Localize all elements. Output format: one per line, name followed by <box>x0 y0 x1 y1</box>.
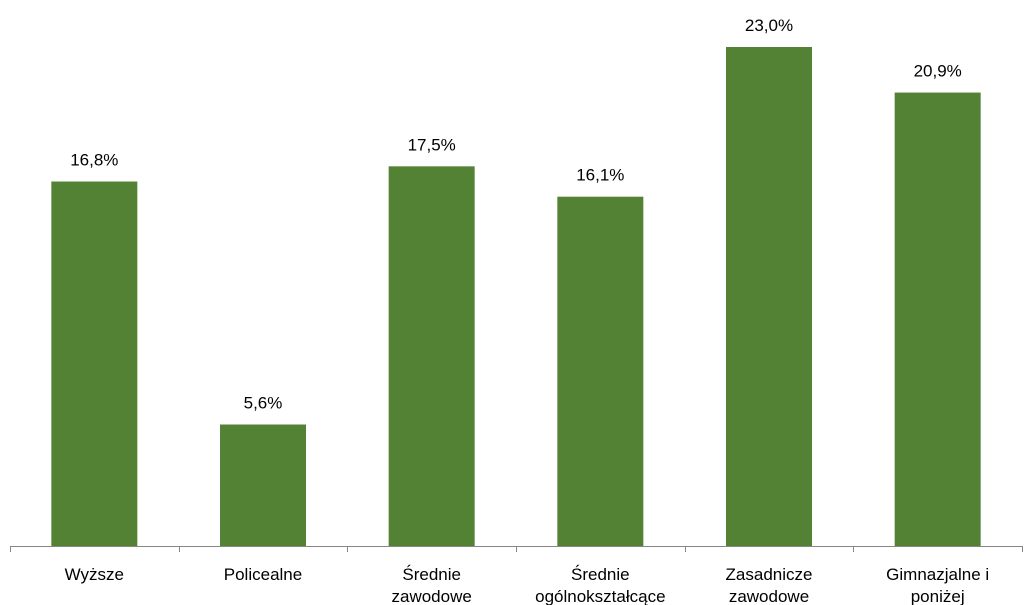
bar-value-label: 17,5% <box>408 135 456 154</box>
bars-layer <box>51 47 981 546</box>
category-label-line: Gimnazjalne i <box>886 565 989 584</box>
category-label-line: Średnie <box>571 565 630 584</box>
category-label: Gimnazjalne i poniżej <box>886 565 989 605</box>
category-labels-layer: Wyższe Policealne Średnie zawodowe Średnie og… <box>65 565 990 605</box>
category-label-line: Zasadnicze <box>726 565 813 584</box>
category-label: Zasadnicze zawodowe <box>726 565 813 605</box>
category-label-line: ogólnokształcące <box>535 587 665 605</box>
bar <box>726 47 812 546</box>
category-label: Wyższe <box>65 565 124 584</box>
bar-value-label: 20,9% <box>914 62 962 81</box>
category-label-line: poniżej <box>911 587 965 605</box>
bar <box>220 424 306 546</box>
category-label-line: Wyższe <box>65 565 124 584</box>
category-label-line: Policealne <box>224 565 302 584</box>
bar <box>557 196 644 546</box>
bar-value-label: 5,6% <box>244 394 283 413</box>
category-label-line: zawodowe <box>729 587 809 605</box>
x-axis <box>10 546 1023 552</box>
bar <box>388 166 475 546</box>
category-label-line: zawodowe <box>392 587 472 605</box>
category-label: Średnie zawodowe <box>392 565 472 605</box>
bar <box>51 181 138 546</box>
category-label: Średnie ogólnokształcące <box>535 565 665 605</box>
category-label-line: Średnie <box>402 565 461 584</box>
bar <box>894 92 981 546</box>
bar-value-label: 16,8% <box>70 151 118 170</box>
value-labels-layer: 16,8% 5,6% 17,5% 16,1% 23,0% 20,9% <box>70 16 962 413</box>
bar-value-label: 16,1% <box>576 166 624 185</box>
category-label: Policealne <box>224 565 302 584</box>
bar-value-label: 23,0% <box>745 16 793 35</box>
